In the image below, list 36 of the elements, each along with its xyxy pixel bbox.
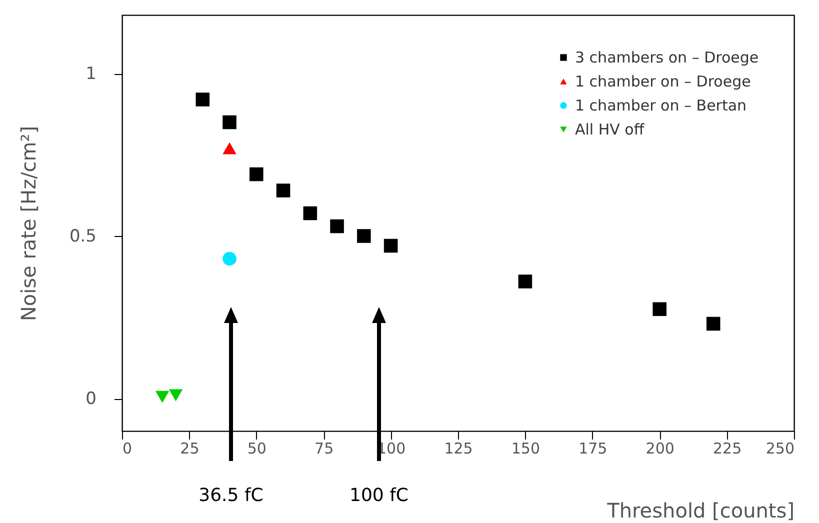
legend-label: 1 chamber on – Bertan bbox=[575, 96, 747, 114]
point bbox=[222, 252, 236, 266]
x-tick-label: 25 bbox=[180, 440, 200, 458]
point bbox=[155, 390, 170, 403]
x-tick-label: 225 bbox=[712, 440, 742, 458]
point bbox=[222, 115, 236, 130]
point bbox=[357, 229, 371, 243]
x-tick-label: 200 bbox=[646, 440, 674, 458]
legend-label: 1 chamber on – Droege bbox=[575, 72, 751, 90]
point bbox=[303, 206, 318, 220]
point bbox=[196, 92, 210, 106]
legend-label: All HV off bbox=[575, 120, 645, 138]
point bbox=[652, 302, 666, 316]
point bbox=[384, 238, 398, 253]
x-tick-label: 250 bbox=[766, 440, 794, 458]
y-tick-label: 0 bbox=[86, 389, 96, 409]
y-tick-label: 1 bbox=[86, 64, 96, 84]
y-axis-title: Noise rate [Hz/cm²] bbox=[16, 126, 40, 322]
point bbox=[518, 274, 532, 288]
y-tick-label: 0.5 bbox=[69, 226, 96, 246]
x-tick-label: 75 bbox=[314, 440, 334, 458]
point bbox=[168, 389, 183, 402]
legend-label: 3 chambers on – Droege bbox=[575, 48, 759, 66]
point bbox=[250, 167, 264, 182]
x-tick-label: 125 bbox=[444, 440, 473, 458]
x-tick-label: 0 bbox=[122, 440, 132, 458]
point bbox=[330, 219, 344, 234]
x-tick-label: 50 bbox=[247, 440, 266, 458]
x-axis-title: Threshold [counts] bbox=[606, 498, 794, 522]
point bbox=[222, 142, 236, 154]
x-tick-label: 175 bbox=[578, 440, 608, 458]
text: 100 fC bbox=[350, 485, 408, 506]
point bbox=[706, 316, 720, 331]
text: 36.5 fC bbox=[198, 485, 264, 506]
x-tick-label: 150 bbox=[511, 440, 540, 458]
point bbox=[276, 184, 290, 198]
